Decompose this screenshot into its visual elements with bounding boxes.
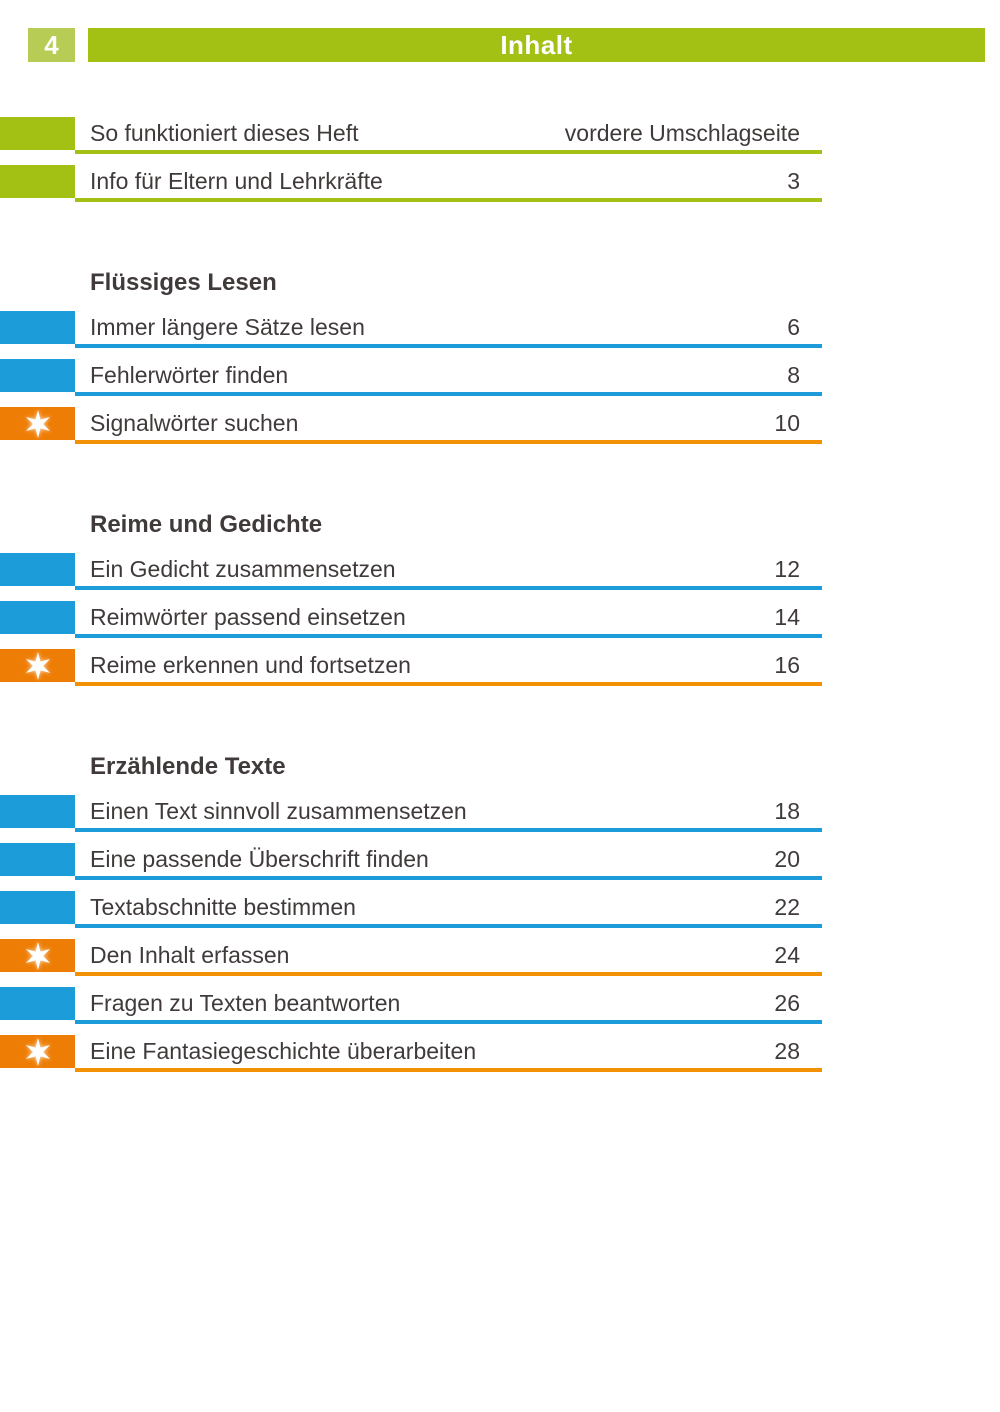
section-heading: Erzählende Texte bbox=[90, 753, 286, 780]
entry-rule bbox=[75, 634, 822, 638]
section-heading: Flüssiges Lesen bbox=[90, 269, 277, 296]
entry-rule bbox=[75, 586, 822, 590]
entry-title: Einen Text sinnvoll zusammensetzen bbox=[90, 798, 467, 824]
entry-page: 24 bbox=[774, 942, 800, 968]
entry-page: 8 bbox=[787, 362, 800, 388]
entry-page: 28 bbox=[774, 1038, 800, 1064]
entry-rule bbox=[75, 392, 822, 396]
entry-page: 14 bbox=[774, 604, 800, 630]
entry-title: Fehlerwörter finden bbox=[90, 362, 289, 388]
entry-marker-blue bbox=[0, 359, 75, 392]
toc-entry: Reimwörter passend einsetzen 14 bbox=[0, 600, 1000, 638]
entry-title: Ein Gedicht zusammensetzen bbox=[90, 556, 396, 582]
star-icon bbox=[21, 1035, 55, 1069]
entry-marker-blue bbox=[0, 891, 75, 924]
entry-title: Textabschnitte bestimmen bbox=[90, 894, 356, 920]
header-bar: Inhalt bbox=[88, 28, 985, 62]
star-icon bbox=[21, 939, 55, 973]
entry-rule bbox=[75, 150, 822, 154]
entry-rule bbox=[75, 828, 822, 832]
toc-entry: Eine Fantasiegeschichte überarbeiten 28 bbox=[0, 1034, 1000, 1072]
entry-title: Eine Fantasiegeschichte überarbeiten bbox=[90, 1038, 477, 1064]
toc-entry: Fehlerwörter finden 8 bbox=[0, 358, 1000, 396]
toc-entry: Ein Gedicht zusammensetzen 12 bbox=[0, 552, 1000, 590]
page-number-box: 4 bbox=[28, 28, 75, 62]
toc-entry: Den Inhalt erfassen 24 bbox=[0, 938, 1000, 976]
entry-title: Reimwörter passend einsetzen bbox=[90, 604, 406, 630]
entry-marker-orange bbox=[0, 1035, 75, 1068]
entry-title: Reime erkennen und fortsetzen bbox=[90, 652, 411, 678]
entry-rule bbox=[75, 440, 822, 444]
entry-title: Info für Eltern und Lehrkräfte bbox=[90, 168, 383, 194]
toc-entry: Info für Eltern und Lehrkräfte 3 bbox=[0, 164, 1000, 202]
entry-marker-blue bbox=[0, 843, 75, 876]
toc-entry: So funktioniert dieses Heft vordere Umsc… bbox=[0, 116, 1000, 154]
star-icon bbox=[21, 649, 55, 683]
entry-marker-blue bbox=[0, 987, 75, 1020]
entry-page: 10 bbox=[774, 410, 800, 436]
entry-title: Eine passende Überschrift finden bbox=[90, 846, 429, 872]
entry-marker-blue bbox=[0, 795, 75, 828]
entry-marker-green bbox=[0, 117, 75, 150]
entry-rule bbox=[75, 876, 822, 880]
entry-title: So funktioniert dieses Heft bbox=[90, 120, 359, 146]
entry-marker-orange bbox=[0, 939, 75, 972]
toc-entry: Einen Text sinnvoll zusammensetzen 18 bbox=[0, 794, 1000, 832]
entry-page: vordere Umschlagseite bbox=[564, 120, 800, 146]
table-of-contents: So funktioniert dieses Heft vordere Umsc… bbox=[0, 116, 1000, 1082]
page-title: Inhalt bbox=[500, 29, 573, 60]
entry-rule bbox=[75, 344, 822, 348]
entry-rule bbox=[75, 924, 822, 928]
page-number: 4 bbox=[44, 29, 59, 60]
entry-marker-blue bbox=[0, 601, 75, 634]
entry-marker-green bbox=[0, 165, 75, 198]
star-icon bbox=[21, 407, 55, 441]
entry-title: Den Inhalt erfassen bbox=[90, 942, 290, 968]
entry-marker-blue bbox=[0, 311, 75, 344]
entry-rule bbox=[75, 1068, 822, 1072]
toc-entry: Signalwörter suchen 10 bbox=[0, 406, 1000, 444]
entry-page: 12 bbox=[774, 556, 800, 582]
toc-entry: Immer längere Sätze lesen 6 bbox=[0, 310, 1000, 348]
entry-marker-orange bbox=[0, 407, 75, 440]
section-heading: Reime und Gedichte bbox=[90, 511, 323, 538]
entry-rule bbox=[75, 682, 822, 686]
entry-page: 18 bbox=[774, 798, 800, 824]
entry-page: 3 bbox=[787, 168, 800, 194]
entry-rule bbox=[75, 198, 822, 202]
entry-page: 26 bbox=[774, 990, 800, 1016]
entry-page: 16 bbox=[774, 652, 800, 678]
toc-entry: Textabschnitte bestimmen 22 bbox=[0, 890, 1000, 928]
entry-title: Immer längere Sätze lesen bbox=[90, 314, 365, 340]
entry-page: 22 bbox=[774, 894, 800, 920]
entry-page: 20 bbox=[774, 846, 800, 872]
entry-rule bbox=[75, 972, 822, 976]
toc-entry: Fragen zu Texten beantworten 26 bbox=[0, 986, 1000, 1024]
toc-entry: Reime erkennen und fortsetzen 16 bbox=[0, 648, 1000, 686]
entry-rule bbox=[75, 1020, 822, 1024]
entry-marker-orange bbox=[0, 649, 75, 682]
entry-page: 6 bbox=[787, 314, 800, 340]
page-header: 4 Inhalt bbox=[0, 28, 1000, 62]
entry-title: Fragen zu Texten beantworten bbox=[90, 990, 401, 1016]
entry-marker-blue bbox=[0, 553, 75, 586]
toc-entry: Eine passende Überschrift finden 20 bbox=[0, 842, 1000, 880]
entry-title: Signalwörter suchen bbox=[90, 410, 299, 436]
